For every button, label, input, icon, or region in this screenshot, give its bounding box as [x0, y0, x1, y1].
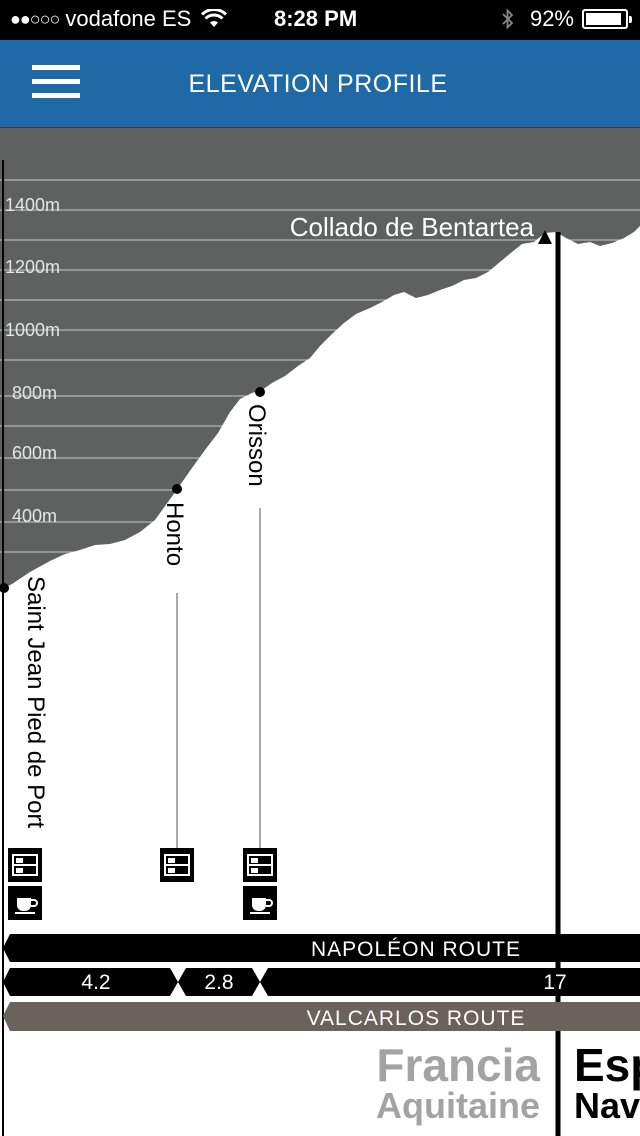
elevation-label-1000: 1000m	[5, 320, 60, 340]
elevation-profile[interactable]: 1400m 1200m 1000m 800m 600m 400m Collado…	[0, 128, 640, 1136]
stop-label-honto: Honto	[161, 502, 188, 566]
left-country-name: Francia	[376, 1039, 540, 1091]
signal-strength-icon: ●●○○○	[10, 8, 60, 29]
elevation-label-800: 800m	[12, 383, 57, 403]
left-region-name: Aquitaine	[375, 1085, 540, 1126]
stop-marker-orisson[interactable]	[255, 387, 265, 397]
elevation-label-400: 400m	[12, 506, 57, 526]
clock: 8:28 PM	[274, 6, 358, 31]
bed-icon[interactable]	[160, 848, 194, 882]
segment-2-distance: 2.8	[204, 971, 233, 994]
valcarlos-route-label: VALCARLOS ROUTE	[307, 1007, 526, 1030]
navigation-bar: ELEVATION PROFILE	[0, 40, 640, 128]
right-region-name: Nav	[574, 1085, 640, 1126]
battery-percent: 92%	[529, 6, 574, 31]
stop-label-saint-jean: Saint Jean Pied de Port	[22, 576, 49, 828]
elevation-label-600: 600m	[12, 443, 57, 463]
stop-label-orisson: Orisson	[243, 404, 270, 487]
summit-marker-icon	[538, 230, 552, 244]
elevation-label-1400: 1400m	[5, 195, 60, 215]
stop-marker-honto[interactable]	[172, 484, 182, 494]
battery-icon	[582, 9, 632, 29]
wifi-icon	[201, 9, 228, 27]
bed-icon[interactable]	[8, 848, 42, 882]
summit-label: Collado de Bentartea	[290, 212, 535, 242]
hamburger-menu-icon[interactable]	[32, 65, 80, 99]
elevation-labels: 1400m 1200m 1000m 800m 600m 400m	[5, 195, 60, 526]
border-label-france: Francia Aquitaine	[340, 1042, 540, 1124]
coffee-cup-icon[interactable]	[8, 886, 42, 920]
coffee-cup-icon[interactable]	[243, 886, 277, 920]
segment-3[interactable]	[260, 968, 640, 996]
carrier-name: vodafone ES	[65, 6, 192, 31]
border-label-spain: Esp Nav	[574, 1042, 640, 1124]
segment-1[interactable]	[3, 968, 178, 996]
stop-marker-saint-jean[interactable]	[0, 583, 9, 593]
valcarlos-route-band[interactable]	[3, 1002, 640, 1031]
status-bar: ●●○○○ vodafone ES 8:28 PM 92%	[0, 0, 640, 40]
bluetooth-icon	[502, 8, 514, 30]
segment-3-distance: 17	[543, 971, 566, 994]
segment-1-distance: 4.2	[81, 971, 110, 994]
right-country-name: Esp	[574, 1039, 640, 1091]
napoleon-route-label: NAPOLÉON ROUTE	[311, 938, 521, 961]
napoleon-route-band[interactable]	[3, 934, 640, 962]
elevation-label-1200: 1200m	[5, 257, 60, 277]
segment-2[interactable]	[178, 968, 260, 996]
terrain-silhouette	[0, 226, 640, 1136]
page-title: ELEVATION PROFILE	[188, 70, 448, 98]
bed-icon[interactable]	[243, 848, 277, 882]
